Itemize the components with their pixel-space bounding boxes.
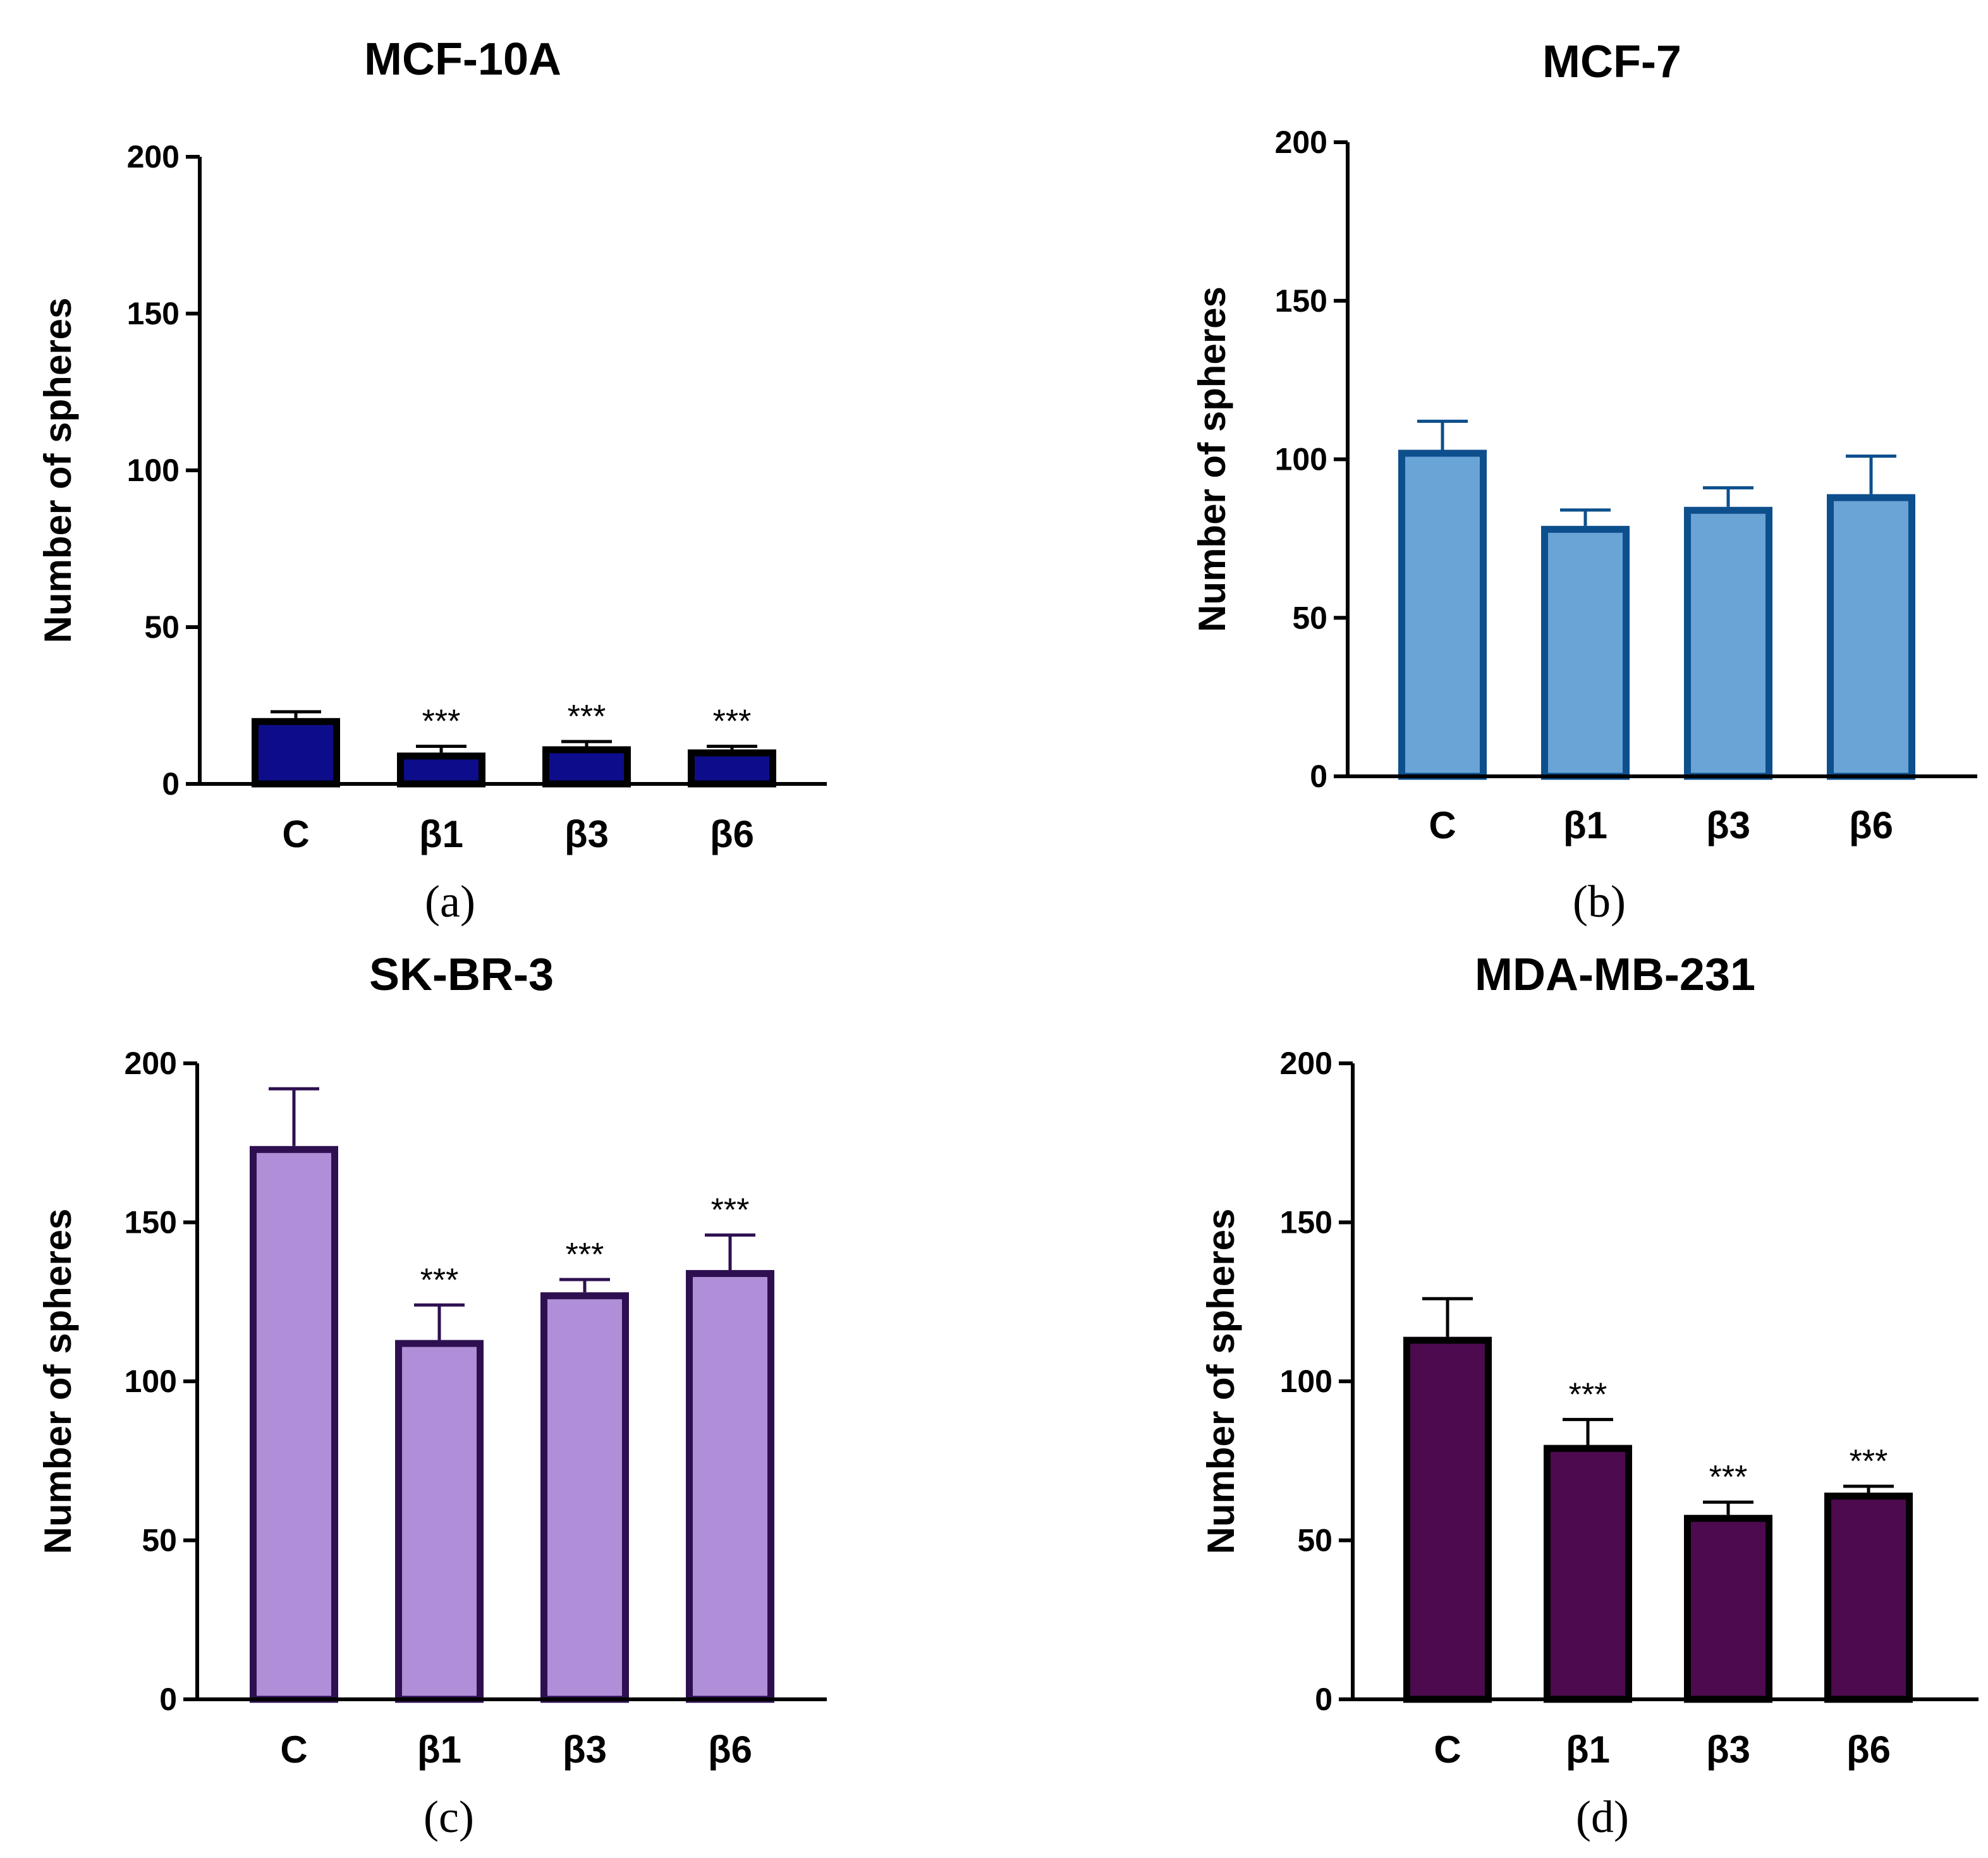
- y-tick-label: 50: [144, 609, 180, 645]
- x-tick-label: β6: [710, 813, 754, 855]
- x-tick-label: β1: [1563, 804, 1607, 846]
- bar: [1684, 506, 1772, 780]
- y-tick-label: 0: [159, 1682, 177, 1717]
- y-tick-label: 200: [127, 139, 180, 174]
- x-tick-label: C: [1434, 1728, 1461, 1771]
- chart-panel-1: MCF-10A Number of spheres C *** β1 *** β3 *** β6…: [37, 34, 827, 927]
- bar: [252, 718, 340, 788]
- panel-label: (d): [1576, 1792, 1629, 1842]
- chart-title: MCF-10A: [364, 34, 561, 85]
- bar: [1398, 449, 1487, 780]
- chart-title: MCF-7: [1542, 37, 1681, 87]
- panel-label: (a): [425, 876, 475, 927]
- y-axis-label: Number of spheres: [37, 1209, 79, 1555]
- x-tick-label: β3: [564, 813, 609, 855]
- bar: [397, 752, 485, 788]
- bar: [1541, 525, 1630, 780]
- y-tick-label: 150: [127, 296, 180, 331]
- y-tick-label: 50: [1297, 1523, 1332, 1558]
- x-tick-label: β3: [1706, 804, 1750, 846]
- y-tick-label: 50: [142, 1523, 177, 1558]
- bar: [686, 1269, 774, 1703]
- y-tick-label: 50: [1292, 600, 1327, 635]
- y-tick-label: 100: [127, 453, 180, 488]
- significance-marker: ***: [1709, 1459, 1748, 1496]
- chart-panel-3: SK-BR-3 Number of spheres C *** β1 *** β3 *** β6…: [37, 950, 827, 1842]
- x-tick-label: β1: [417, 1728, 461, 1771]
- significance-marker: ***: [1850, 1443, 1888, 1480]
- x-tick-label: β3: [563, 1728, 607, 1771]
- bar: [395, 1340, 484, 1703]
- chart-panel-2: MCF-7 Number of spheres C β1 β3 β6 0 50 100 150 20…: [1191, 37, 1977, 927]
- y-axis-label: Number of spheres: [1200, 1209, 1242, 1555]
- x-tick-label: C: [282, 813, 309, 855]
- chart-panel-4: MDA-MB-231 Number of spheres C *** β1 *** β3 **…: [1200, 950, 1979, 1842]
- y-tick-label: 200: [125, 1046, 177, 1081]
- bar: [1684, 1515, 1772, 1703]
- significance-marker: ***: [1569, 1376, 1607, 1413]
- x-tick-label: β6: [1846, 1728, 1891, 1771]
- bar: [1403, 1336, 1492, 1703]
- chart-title: SK-BR-3: [369, 950, 554, 1000]
- x-tick-label: β1: [419, 813, 463, 855]
- y-tick-label: 200: [1280, 1046, 1332, 1081]
- bar: [1824, 1493, 1913, 1703]
- y-tick-label: 150: [1280, 1205, 1332, 1240]
- significance-marker: ***: [566, 1237, 604, 1273]
- bar: [540, 1292, 629, 1703]
- y-tick-label: 0: [162, 766, 180, 802]
- significance-marker: ***: [713, 703, 752, 740]
- significance-marker: ***: [568, 699, 606, 735]
- significance-marker: ***: [711, 1192, 750, 1229]
- y-tick-label: 100: [125, 1364, 177, 1399]
- significance-marker: ***: [422, 703, 461, 740]
- y-tick-label: 0: [1315, 1682, 1332, 1717]
- y-axis-label: Number of spheres: [1191, 286, 1233, 632]
- x-tick-label: β1: [1566, 1728, 1610, 1771]
- y-axis-label: Number of spheres: [37, 298, 79, 644]
- x-tick-label: C: [280, 1728, 307, 1771]
- x-tick-label: β3: [1706, 1728, 1750, 1771]
- bar: [1827, 494, 1915, 780]
- bar: [250, 1146, 338, 1703]
- y-tick-label: 150: [1275, 283, 1327, 319]
- bar: [1544, 1445, 1632, 1703]
- y-tick-label: 150: [125, 1205, 177, 1240]
- y-tick-label: 100: [1275, 442, 1327, 477]
- x-tick-label: β6: [708, 1728, 752, 1771]
- chart-title: MDA-MB-231: [1475, 950, 1755, 1000]
- y-tick-label: 0: [1310, 759, 1327, 794]
- y-tick-label: 100: [1280, 1364, 1332, 1399]
- panel-label: (b): [1573, 876, 1626, 927]
- bar: [688, 749, 776, 788]
- panel-label: (c): [424, 1792, 474, 1842]
- significance-marker: ***: [420, 1262, 459, 1299]
- x-tick-label: β6: [1849, 804, 1893, 846]
- x-tick-label: C: [1429, 804, 1456, 846]
- bar: [542, 746, 631, 788]
- y-tick-label: 200: [1275, 125, 1327, 160]
